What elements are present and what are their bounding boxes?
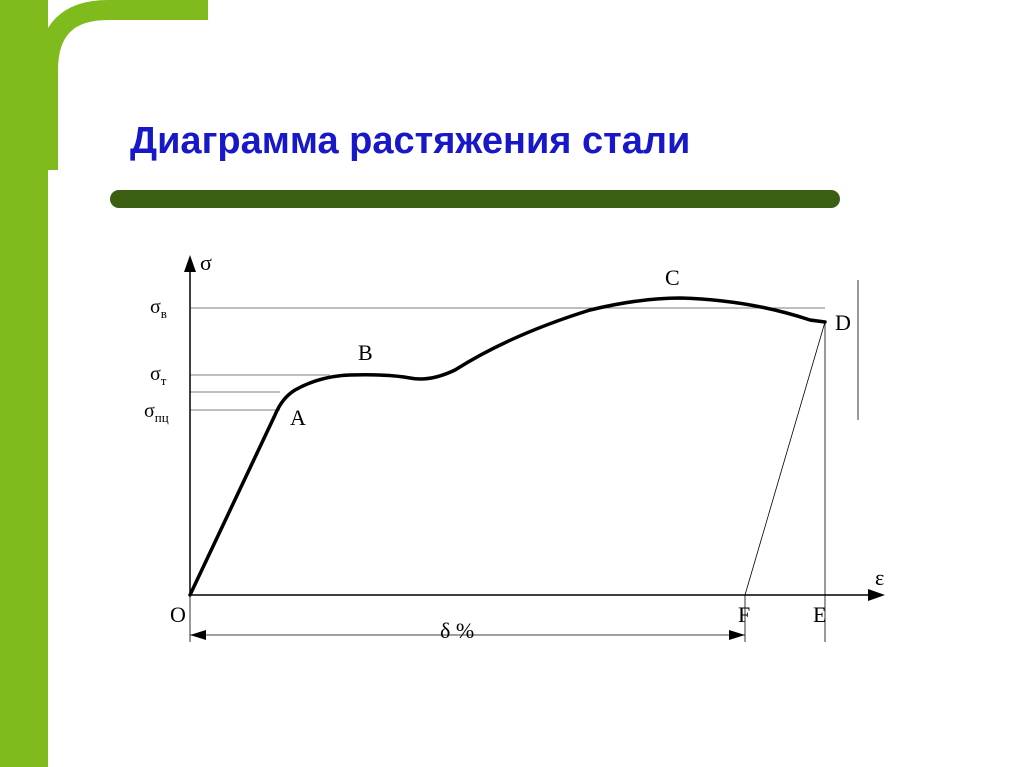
point-O: O — [170, 602, 186, 628]
y-tick-sigma-v: σв — [150, 296, 167, 322]
point-F: F — [738, 602, 750, 628]
title-underline — [110, 190, 840, 208]
delta-label: δ % — [440, 618, 474, 644]
x-axis-label: ε — [875, 565, 884, 591]
point-A: A — [290, 405, 306, 431]
y-axis-label: σ — [200, 250, 212, 276]
point-B: B — [358, 340, 373, 366]
point-C: C — [665, 265, 680, 291]
point-D: D — [835, 310, 851, 336]
y-tick-sigma-pc: σпц — [144, 400, 169, 426]
point-E: E — [813, 602, 826, 628]
stress-strain-chart: σ ε σв σт σпц O A B C D F E δ % — [110, 250, 910, 700]
page-title: Диаграмма растяжения стали — [130, 120, 690, 163]
y-tick-sigma-t: σт — [150, 363, 166, 389]
